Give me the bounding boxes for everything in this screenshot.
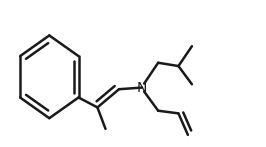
Text: N: N bbox=[137, 81, 147, 95]
